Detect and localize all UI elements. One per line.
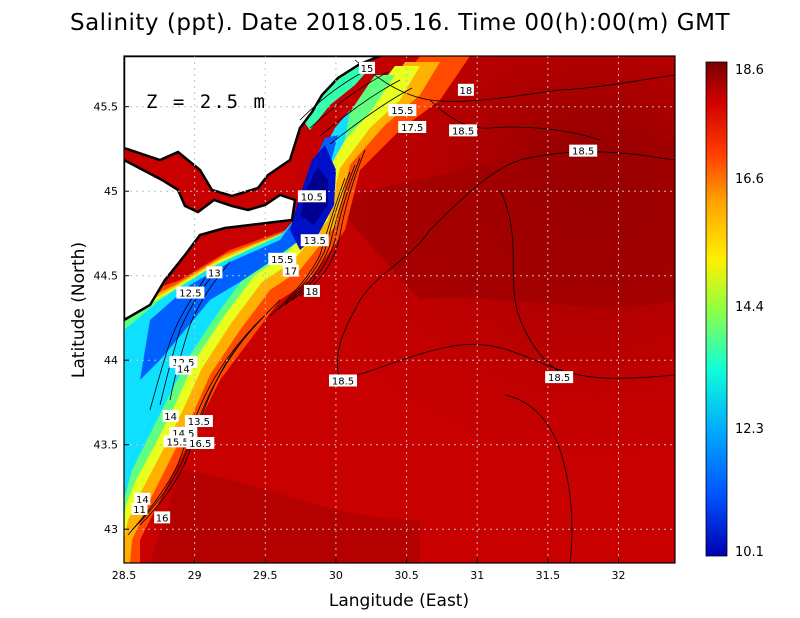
dark-band	[330, 140, 675, 308]
x-tick-label: 30.5	[394, 569, 419, 582]
contour-label: 14	[162, 409, 179, 423]
x-tick-label: 29	[188, 569, 202, 582]
contour-label: 17.5	[398, 120, 427, 134]
contour-label: 10.5	[297, 190, 326, 203]
y-tick-label: 44	[104, 354, 118, 367]
contour-label: 13.5	[184, 415, 213, 428]
contour-label: 15.5	[268, 252, 297, 266]
colorbar-label: 12.3	[735, 422, 764, 437]
svg-text:15: 15	[361, 64, 374, 75]
contour-label: 13	[206, 266, 223, 279]
contour-label: 18.5	[569, 144, 598, 158]
svg-text:16.5: 16.5	[189, 439, 211, 450]
x-tick-label: 29.5	[253, 569, 278, 582]
svg-text:17.5: 17.5	[401, 123, 423, 134]
contour-label: 18.5	[545, 371, 574, 384]
svg-text:13.5: 13.5	[188, 417, 210, 428]
contour-label: 12.5	[176, 286, 205, 300]
colorbar	[705, 61, 728, 557]
contour-label: 15.5	[163, 435, 192, 448]
svg-text:18.5: 18.5	[452, 126, 474, 137]
svg-text:12.5: 12.5	[179, 289, 201, 300]
plume-band-blue	[140, 135, 338, 380]
svg-text:17: 17	[284, 267, 297, 278]
svg-text:14: 14	[177, 365, 190, 376]
contour-label: 15	[359, 61, 376, 75]
contour-label: 15.5	[388, 104, 417, 117]
contour-label: 18.5	[328, 374, 357, 387]
svg-text:11: 11	[133, 505, 146, 516]
map-title: Salinity (ppt). Date 2018.05.16. Time 00…	[69, 10, 731, 36]
svg-text:10.5: 10.5	[301, 192, 323, 203]
contour-label: 18	[303, 284, 320, 298]
x-tick-label: 32	[611, 569, 625, 582]
x-tick-label: 31	[470, 569, 484, 582]
contour-label: 18	[457, 83, 474, 97]
y-tick-label: 45	[104, 185, 118, 198]
contour-label: 13.5	[300, 234, 329, 247]
y-axis-ticks: 43 43.5 44 44.5 45 45.5	[94, 101, 129, 536]
field-layer	[124, 56, 675, 563]
contour-label: 17	[282, 264, 299, 278]
dark-band-south	[150, 470, 420, 563]
svg-text:14: 14	[136, 495, 149, 506]
svg-text:14: 14	[164, 412, 177, 423]
contour-label: 18.5	[449, 124, 478, 137]
svg-text:15.5: 15.5	[167, 437, 189, 448]
x-tick-label: 31.5	[536, 569, 561, 582]
y-axis-title: Latitude (North)	[69, 242, 89, 378]
y-tick-label: 45.5	[94, 101, 119, 114]
y-tick-label: 43	[104, 523, 118, 536]
svg-text:15.5: 15.5	[391, 106, 413, 117]
x-tick-label: 28.5	[112, 569, 137, 582]
contour-label: 16	[154, 511, 171, 524]
contour-label: 14	[175, 362, 192, 376]
contour-label: 11	[131, 502, 148, 516]
land-mass	[124, 56, 381, 198]
y-tick-label: 44.5	[94, 270, 119, 283]
svg-text:18.5: 18.5	[548, 373, 570, 384]
plot-frame	[123, 55, 676, 564]
svg-text:15.5: 15.5	[271, 255, 293, 266]
x-axis-ticks: 28.5 29 29.5 30 30.5 31 31.5 32	[112, 558, 625, 582]
contour-label: 16.5	[186, 437, 215, 450]
depth-label: Z = 2.5 m	[146, 91, 267, 113]
svg-text:13: 13	[208, 268, 221, 279]
svg-text:18: 18	[460, 86, 473, 97]
svg-text:18: 18	[306, 287, 319, 298]
colorbar-label: 14.4	[735, 300, 764, 315]
x-axis-title: Langitude (East)	[329, 591, 469, 611]
svg-text:16: 16	[156, 513, 169, 524]
svg-text:18.5: 18.5	[332, 376, 354, 387]
delta-coast	[124, 158, 297, 322]
colorbar-label: 16.6	[735, 172, 764, 187]
contour-label: 14	[134, 492, 151, 506]
x-tick-label: 30	[329, 569, 343, 582]
svg-text:18.5: 18.5	[572, 147, 594, 158]
colorbar-labels: 18.6 16.6 14.4 12.3 10.1	[735, 63, 764, 560]
colorbar-label: 10.1	[735, 545, 764, 560]
colorbar-label: 18.6	[735, 63, 764, 78]
svg-text:13.5: 13.5	[304, 236, 326, 247]
plume-band-north-cyan	[295, 62, 375, 130]
svg-text:14.5: 14.5	[172, 429, 194, 440]
y-tick-label: 43.5	[94, 439, 119, 452]
